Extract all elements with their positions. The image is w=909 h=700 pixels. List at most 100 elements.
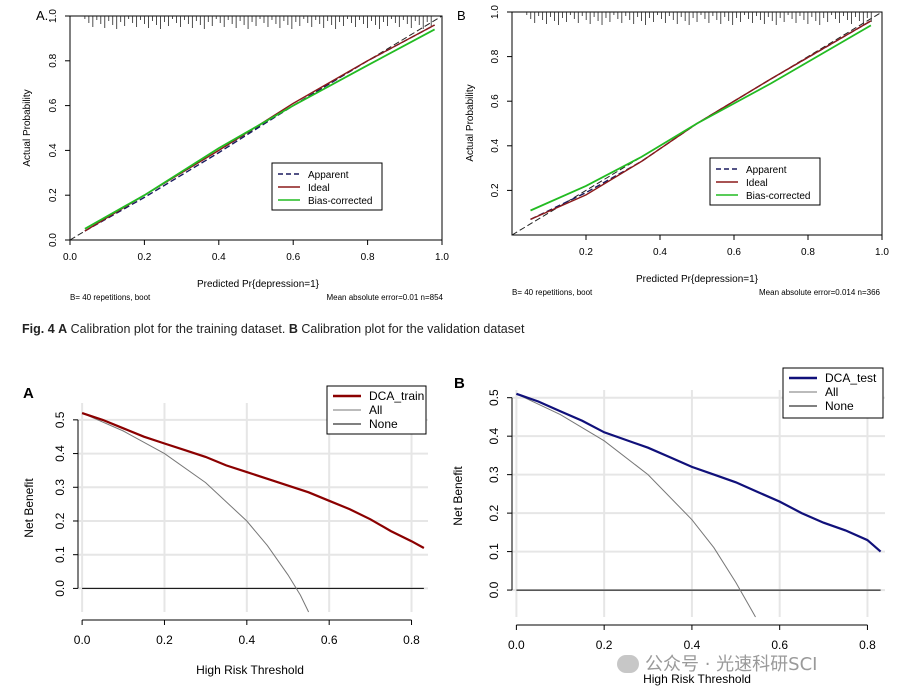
chart-panel-0: A. 0.0 0.2 0.4 0.6 0.8 1.0 0.0 0.2 0.4 0.6 0.8 1.0 Pr… <box>22 8 449 302</box>
rug-marks <box>84 16 432 29</box>
legend-label: None <box>369 417 398 431</box>
series-line-all <box>516 393 756 618</box>
footnote-right: Mean absolute error=0.014 n=366 <box>759 288 881 297</box>
x-tick-label: 0.2 <box>596 638 613 652</box>
x-tick-label: 0.4 <box>653 247 667 258</box>
y-tick-label: 0.0 <box>53 580 67 597</box>
legend-label: Ideal <box>746 178 768 189</box>
y-tick-label: 0.4 <box>48 143 59 157</box>
series-line-bias-corrected <box>84 28 436 230</box>
x-tick-label: 0.0 <box>508 638 525 652</box>
x-tick-label: 0.4 <box>684 638 701 652</box>
y-axis-title: Net Benefit <box>22 478 36 538</box>
panel-label: B <box>457 8 466 23</box>
y-axis-title: Net Benefit <box>451 466 465 526</box>
series-line-ideal <box>530 20 872 221</box>
y-tick-label: 0.0 <box>487 581 501 598</box>
x-tick-label: 0.8 <box>403 633 420 647</box>
watermark-text: 公众号 · 光速科研SCI <box>645 654 818 675</box>
y-tick-label: 0.1 <box>53 546 67 563</box>
x-tick-label: 1.0 <box>875 247 889 258</box>
panel-label: B <box>454 375 465 392</box>
legend-label: Apparent <box>746 165 787 176</box>
x-tick-label: 1.0 <box>435 252 449 263</box>
legend-label: Bias-corrected <box>308 196 372 207</box>
series-line-dca_test <box>516 392 882 553</box>
caption-fig-label: Fig. 4 <box>22 322 55 336</box>
y-tick-label: 0.3 <box>487 466 501 483</box>
y-tick-label: 0.2 <box>53 512 67 529</box>
legend-label: Bias-corrected <box>746 191 810 202</box>
y-tick-label: 0.6 <box>48 98 59 112</box>
y-tick-label: 1.0 <box>490 5 501 19</box>
x-tick-label: 0.8 <box>361 252 375 263</box>
chart-panel-3: B 0.0 0.2 0.4 0.6 0.8 0.0 0.1 0.2 0.3 0.4 0.5 High R… <box>451 367 885 686</box>
legend-label: Ideal <box>308 183 330 194</box>
figure-caption: Fig. 4 A Calibration plot for the traini… <box>22 322 524 336</box>
panel-label: A. <box>36 8 48 23</box>
caption-part-b-letter: B <box>288 322 298 336</box>
y-tick-label: 0.6 <box>490 94 501 108</box>
y-tick-label: 0.4 <box>53 445 67 462</box>
x-tick-label: 0.2 <box>579 247 593 258</box>
series-line-bias-corrected <box>530 24 872 212</box>
y-axis-title: Actual Probability <box>465 84 476 161</box>
y-tick-label: 0.8 <box>48 53 59 67</box>
watermark: 公众号 · 光速科研SCI <box>617 650 817 676</box>
y-tick-label: 0.0 <box>48 233 59 247</box>
y-axis-title: Actual Probability <box>22 89 33 166</box>
panel-label: A <box>23 385 34 402</box>
y-tick-label: 0.2 <box>487 504 501 521</box>
legend-label: All <box>369 403 382 417</box>
x-tick-label: 0.2 <box>137 252 151 263</box>
legend-label: None <box>825 399 854 413</box>
x-axis-title: Predicted Pr{depression=1} <box>197 279 320 290</box>
y-tick-label: 0.4 <box>487 428 501 445</box>
x-tick-label: 0.6 <box>321 633 338 647</box>
legend: Apparent Ideal Bias-corrected <box>709 157 821 206</box>
caption-part-a-letter: A <box>58 322 68 336</box>
footnote-left: B= 40 repetitions, boot <box>70 293 151 302</box>
x-tick-label: 0.4 <box>238 633 255 647</box>
y-tick-label: 0.5 <box>53 411 67 428</box>
x-tick-label: 0.0 <box>63 252 77 263</box>
x-tick-label: 0.6 <box>286 252 300 263</box>
y-tick-label: 0.2 <box>48 188 59 202</box>
y-tick-label: 0.1 <box>487 543 501 560</box>
y-tick-label: 0.2 <box>490 183 501 197</box>
legend: Apparent Ideal Bias-corrected <box>271 162 383 211</box>
footnote-right: Mean absolute error=0.01 n=854 <box>326 293 443 302</box>
y-tick-label: 0.5 <box>487 389 501 406</box>
wechat-icon <box>617 655 639 673</box>
legend-label: DCA_test <box>825 371 877 385</box>
x-tick-label: 0.2 <box>156 633 173 647</box>
x-tick-label: 0.4 <box>212 252 226 263</box>
y-tick-label: 0.3 <box>53 479 67 496</box>
x-axis-title: Predicted Pr{depression=1} <box>636 274 759 285</box>
rug-marks <box>526 12 872 25</box>
caption-part-b-text: Calibration plot for the validation data… <box>301 322 525 336</box>
series-line-all <box>81 412 310 613</box>
x-tick-label: 0.6 <box>771 638 788 652</box>
y-tick-label: 0.8 <box>490 49 501 63</box>
legend-label: All <box>825 385 838 399</box>
x-tick-label: 0.0 <box>74 633 91 647</box>
series-line-dca_train <box>81 412 425 549</box>
chart-panel-2: A 0.0 0.2 0.4 0.6 0.8 0.0 0.1 0.2 0.3 0.4 0.5 High R… <box>22 385 428 677</box>
x-tick-label: 0.8 <box>801 247 815 258</box>
legend-box <box>326 385 427 435</box>
footnote-left: B= 40 repetitions, boot <box>512 288 593 297</box>
x-tick-label: 0.6 <box>727 247 741 258</box>
y-tick-label: 0.4 <box>490 138 501 152</box>
chart-panel-1: B 0.2 0.4 0.6 0.8 1.0 0.2 0.4 0.6 0.8 1.0 Predicted… <box>457 5 889 297</box>
x-tick-label: 0.8 <box>859 638 876 652</box>
x-axis-title: High Risk Threshold <box>643 672 751 686</box>
legend-label: Apparent <box>308 170 349 181</box>
y-tick-label: 1.0 <box>48 9 59 23</box>
caption-part-a-text: Calibration plot for the training datase… <box>70 322 286 336</box>
legend-box <box>782 367 884 419</box>
legend-label: DCA_train <box>369 389 424 403</box>
